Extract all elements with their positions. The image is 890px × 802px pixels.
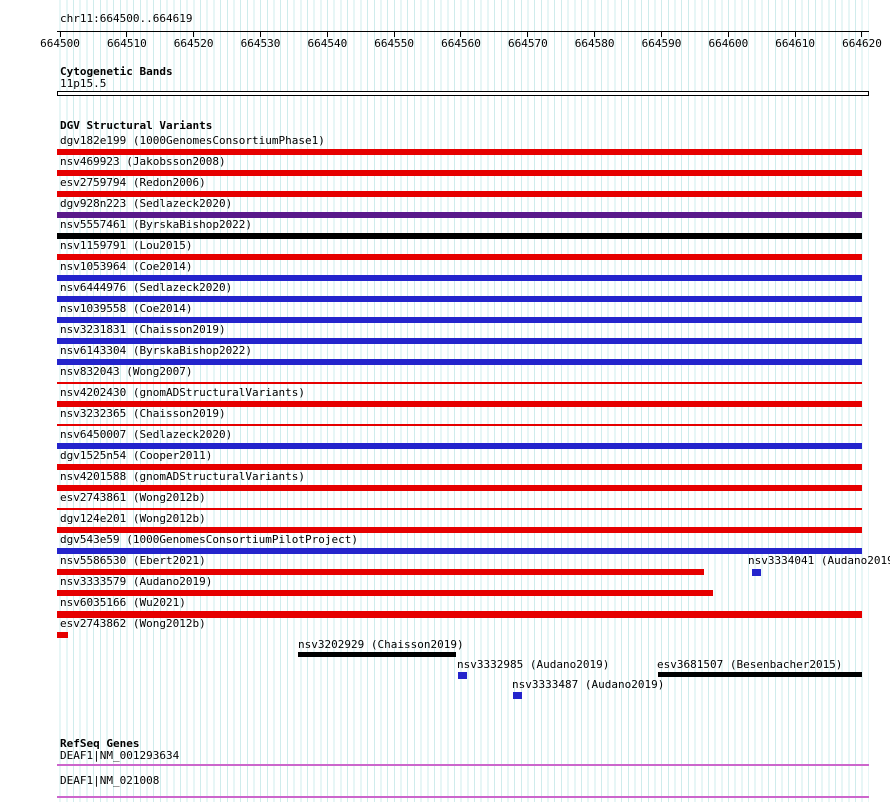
cytogenetic-band-bar[interactable] <box>57 91 869 96</box>
ruler-tick-label: 664610 <box>775 37 816 50</box>
variant-bar[interactable] <box>57 590 713 596</box>
variant-bar[interactable] <box>57 382 862 384</box>
ruler-tick <box>594 31 596 37</box>
ruler-tick <box>527 31 529 37</box>
variant-label[interactable]: nsv6450007 (Sedlazeck2020) <box>60 428 233 441</box>
ruler-tick-label: 664530 <box>240 37 281 50</box>
variant-bar[interactable] <box>57 233 862 239</box>
variant-label[interactable]: dgv124e201 (Wong2012b) <box>60 512 206 525</box>
variant-bar[interactable] <box>57 443 862 449</box>
ruler-tick <box>393 31 395 37</box>
variant-label[interactable]: dgv1525n54 (Cooper2011) <box>60 449 213 462</box>
variant-label[interactable]: nsv3332985 (Audano2019) <box>457 658 610 671</box>
variant-bar[interactable] <box>57 317 862 323</box>
variant-bar[interactable] <box>57 401 862 407</box>
ruler-line <box>57 31 869 32</box>
variant-label[interactable]: nsv4202430 (gnomADStructuralVariants) <box>60 386 306 399</box>
variant-bar[interactable] <box>57 527 862 533</box>
variant-bar[interactable] <box>57 296 862 302</box>
variant-bar[interactable] <box>458 672 467 679</box>
variant-bar[interactable] <box>57 212 862 218</box>
variant-label[interactable]: nsv3333579 (Audano2019) <box>60 575 213 588</box>
variant-bar[interactable] <box>513 692 522 699</box>
ruler-tick-label: 664510 <box>106 37 147 50</box>
variant-label[interactable]: nsv1159791 (Lou2015) <box>60 239 193 252</box>
variant-bar[interactable] <box>57 632 68 638</box>
variant-bar[interactable] <box>57 424 862 426</box>
variant-label[interactable]: esv2743861 (Wong2012b) <box>60 491 206 504</box>
variant-bar[interactable] <box>57 611 862 618</box>
ruler-tick <box>794 31 796 37</box>
gene-label[interactable]: DEAF1|NM_001293634 <box>60 749 180 762</box>
variant-bar[interactable] <box>298 652 456 657</box>
variant-label[interactable]: nsv3202929 (Chaisson2019) <box>298 638 464 651</box>
variant-bar[interactable] <box>57 508 862 510</box>
variant-label[interactable]: nsv5557461 (ByrskaBishop2022) <box>60 218 253 231</box>
variant-label[interactable]: nsv3333487 (Audano2019) <box>512 678 665 691</box>
variant-label[interactable]: nsv832043 (Wong2007) <box>60 365 193 378</box>
variant-bar[interactable] <box>57 275 862 281</box>
ruler-tick <box>259 31 261 37</box>
variant-label[interactable]: dgv543e59 (1000GenomesConsortiumPilotPro… <box>60 533 359 546</box>
ruler-tick <box>727 31 729 37</box>
gene-line[interactable] <box>57 796 869 798</box>
ruler-tick-label: 664590 <box>641 37 682 50</box>
ruler-tick <box>326 31 328 37</box>
variant-bar[interactable] <box>57 359 862 365</box>
gene-line[interactable] <box>57 764 869 766</box>
ruler-tick <box>460 31 462 37</box>
variant-label[interactable]: esv2759794 (Redon2006) <box>60 176 206 189</box>
variant-label[interactable]: nsv3232365 (Chaisson2019) <box>60 407 226 420</box>
refseq-title: RefSeq Genes <box>60 737 140 750</box>
variant-label[interactable]: nsv6143304 (ByrskaBishop2022) <box>60 344 253 357</box>
variant-label[interactable]: dgv182e199 (1000GenomesConsortiumPhase1) <box>60 134 325 147</box>
variant-label[interactable]: esv2743862 (Wong2012b) <box>60 617 206 630</box>
variant-label[interactable]: esv3681507 (Besenbacher2015) <box>657 658 843 671</box>
ruler-tick <box>59 31 61 37</box>
variant-bar[interactable] <box>57 149 862 155</box>
ruler-tick-label: 664550 <box>374 37 415 50</box>
variant-label[interactable]: dgv928n223 (Sedlazeck2020) <box>60 197 233 210</box>
variant-bar[interactable] <box>57 254 862 260</box>
variant-label[interactable]: nsv6035166 (Wu2021) <box>60 596 186 609</box>
dgv-track-title: DGV Structural Variants <box>60 119 213 132</box>
ruler-tick <box>193 31 195 37</box>
variant-label[interactable]: nsv6444976 (Sedlazeck2020) <box>60 281 233 294</box>
ruler-tick <box>861 31 863 37</box>
variant-label[interactable]: nsv4201588 (gnomADStructuralVariants) <box>60 470 306 483</box>
variant-bar[interactable] <box>57 464 862 470</box>
variant-bar[interactable] <box>57 338 862 344</box>
variant-bar[interactable] <box>752 569 761 576</box>
ruler-tick-label: 664620 <box>842 37 882 50</box>
variant-label[interactable]: nsv3334041 (Audano2019) <box>748 554 890 567</box>
ruler-tick-label: 664500 <box>40 37 80 50</box>
variant-bar[interactable] <box>658 672 862 677</box>
variant-label[interactable]: nsv1039558 (Coe2014) <box>60 302 193 315</box>
ruler-tick <box>660 31 662 37</box>
cytogenetic-band-label: 11p15.5 <box>60 77 107 90</box>
ruler-tick-label: 664580 <box>574 37 615 50</box>
region-title: chr11:664500..664619 <box>60 12 193 25</box>
variant-label[interactable]: nsv1053964 (Coe2014) <box>60 260 193 273</box>
variant-bar[interactable] <box>57 569 704 575</box>
ruler-tick <box>126 31 128 37</box>
gene-label[interactable]: DEAF1|NM_021008 <box>60 774 160 787</box>
ruler-tick-label: 664560 <box>441 37 481 50</box>
variant-bar[interactable] <box>57 170 862 176</box>
variant-label[interactable]: nsv469923 (Jakobsson2008) <box>60 155 226 168</box>
ruler-tick-label: 664540 <box>307 37 348 50</box>
ruler-tick-label: 664600 <box>708 37 749 50</box>
ruler-tick-label: 664520 <box>173 37 214 50</box>
variant-label[interactable]: nsv3231831 (Chaisson2019) <box>60 323 226 336</box>
cytogenetic-bands-title: Cytogenetic Bands <box>60 65 173 78</box>
variant-bar[interactable] <box>57 485 862 491</box>
ruler-tick-label: 664570 <box>507 37 548 50</box>
variant-label[interactable]: nsv5586530 (Ebert2021) <box>60 554 206 567</box>
variant-bar[interactable] <box>57 191 862 197</box>
variant-bar[interactable] <box>57 548 862 554</box>
